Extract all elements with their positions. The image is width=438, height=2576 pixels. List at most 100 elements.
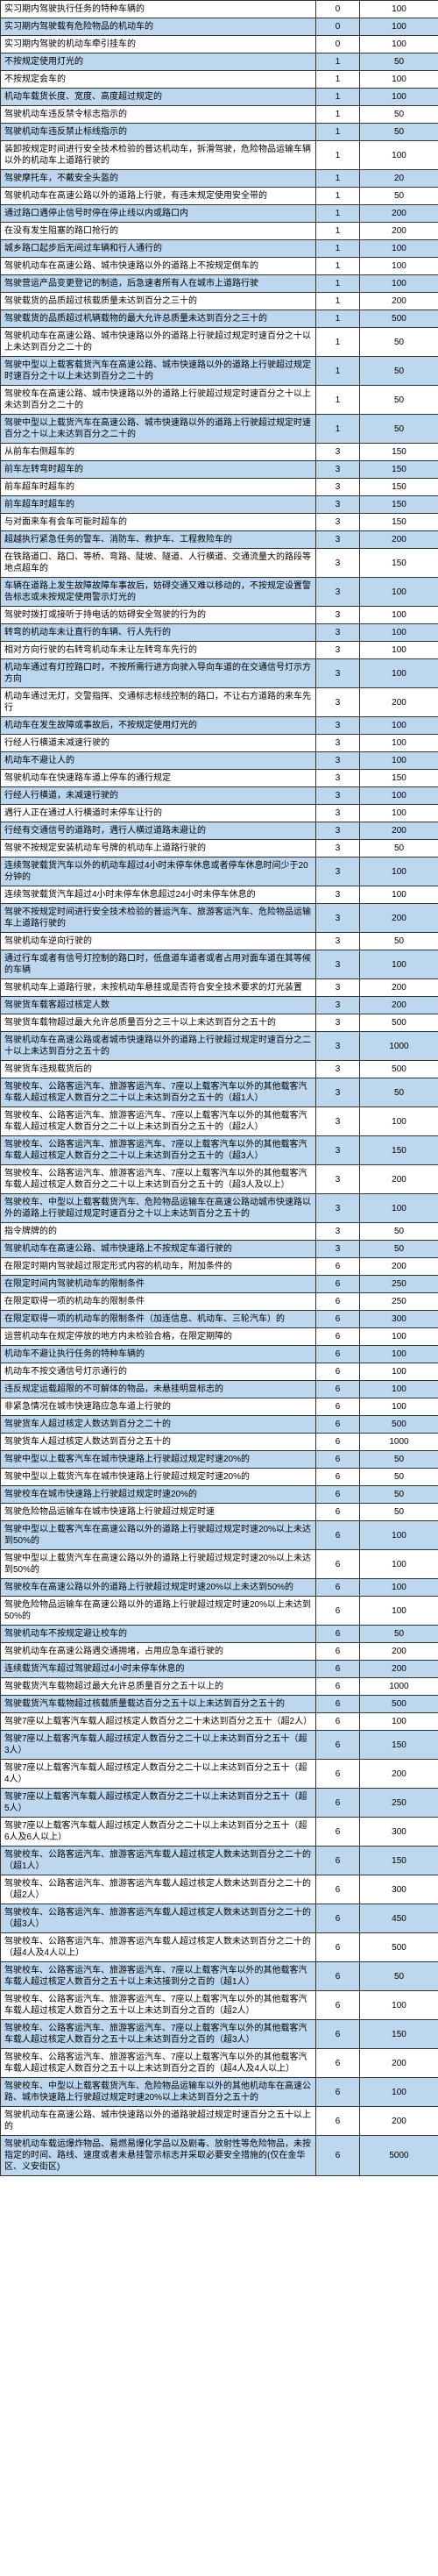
penalty-points: 3 [316,770,360,787]
table-row: 驾驶机动车不按规定避让校车的650 [1,1626,438,1643]
violation-description: 驾驶中型以上载客汽车在城市快速路上行驶超过规定时速20%的 [1,1451,316,1469]
table-row: 驾驶7座以上载客汽车载人超过核定人数百分之二十以上未达到百分之五十（超3人）61… [1,1731,438,1760]
fine-amount: 50 [360,53,438,71]
violation-description: 指令牌牌的的 [1,1223,316,1241]
fine-amount: 450 [360,1904,438,1933]
fine-amount: 100 [360,1579,438,1597]
fine-amount: 200 [360,979,438,997]
violation-description: 驾驶机动车逆向行驶的 [1,933,316,950]
violation-description: 驾驶机动车上道路行驶，未按机动车悬挂或是否符合安全技术要求的灯光装置 [1,979,316,997]
penalty-points: 3 [316,904,360,933]
table-row: 连续载货汽车超过驾驶超过4小时未停车休息的6200 [1,1661,438,1678]
table-row: 在限定取得一项的机动车的限制条件6250 [1,1293,438,1311]
fine-amount: 150 [360,1847,438,1875]
table-row: 机动车在发生故障或事故后，不按规定使用灯光的3100 [1,717,438,735]
table-row: 驾驶摩托车，不戴安全头盔的120 [1,170,438,188]
violation-description: 驾驶机动车违反禁止标线指示的 [1,124,316,141]
violation-description: 驾驶机动车在高速公路、城市快速路以外的道路上行驶超过规定时速百分之十以上未达到百… [1,328,316,357]
violation-description: 驾驶校车、公路客运汽车、旅游客运汽车载人超过核定人数未达到百分之二十的（超1人） [1,1847,316,1875]
fine-amount: 100 [360,1328,438,1346]
table-row: 机动车不避让人的3100 [1,752,438,770]
penalty-points: 6 [316,1847,360,1875]
violation-description: 驾驶货车违规载货后的 [1,1061,316,1078]
fine-amount: 50 [360,933,438,950]
table-row: 非紧急情况在城市快速路应急车道上行驶的6100 [1,1398,438,1416]
fine-amount: 150 [360,479,438,496]
violation-description: 驾驶机动车不按规定避让校车的 [1,1626,316,1643]
fine-amount: 1000 [360,1032,438,1061]
penalty-points: 3 [316,607,360,624]
violation-description: 驾驶校车在高速公路、城市快速路以外的道路上行驶超过规定时速百分之十以上未达到百分… [1,386,316,415]
table-row: 驾驶校车、公路客运汽车、旅游客运汽车、7座以上载客汽车以外的其他载客汽车载人超过… [1,2020,438,2049]
fine-amount: 100 [360,18,438,36]
violation-description: 驾驶货车人超过核定人数达到百分之二十的 [1,1416,316,1434]
penalty-points: 6 [316,1504,360,1521]
penalty-points: 3 [316,1136,360,1165]
penalty-points: 6 [316,1626,360,1643]
table-row: 机动车不按交通信号灯示通行的6100 [1,1363,438,1381]
table-row: 驾驶货车载物超过最大允许总质量百分之三十以上未达到百分之五十的3500 [1,1014,438,1032]
fine-amount: 200 [360,822,438,840]
table-row: 驾驶校车、公路客运汽车、旅游客运汽车载人超过核定人数未达到百分之二十的（超3人）… [1,1904,438,1933]
penalty-points: 6 [316,1760,360,1789]
table-row: 驾驶机动车在高速公路、城市快速路以外的道路驶超过规定时速百分之五十以上的6200 [1,2107,438,2136]
penalty-points: 1 [316,71,360,89]
fine-amount: 150 [360,496,438,514]
table-row: 驾驶货车人超过核定人数达到百分之五十的61000 [1,1434,438,1451]
violation-description: 驾驶校车、公路客运汽车、旅游客运汽车、7座以上载客汽车以外的其他载客汽车载人超过… [1,1991,316,2020]
table-row: 运营机动车在规定停放的地方内未检验合格，在限定期障的6100 [1,1328,438,1346]
penalty-points: 3 [316,1107,360,1136]
violation-description: 城乡路口起步后无间过车辆和行人通行的 [1,240,316,258]
table-row: 相对方向行驶的右转弯机动车未让左转弯车先行的3100 [1,642,438,659]
penalty-points: 6 [316,1398,360,1416]
penalty-points: 3 [316,717,360,735]
violation-description: 驾驶时拨打或接听于持电话的妨碍安全驾驶的行为的 [1,607,316,624]
table-row: 驾驶机动车在高速公路、城市快速路上不按规定车道行驶的350 [1,1241,438,1258]
table-row: 在限定时间内驾驶机动车的限制条件6250 [1,1276,438,1293]
penalty-points: 3 [316,1061,360,1078]
penalty-points: 3 [316,461,360,479]
penalty-points: 6 [316,1346,360,1363]
violation-description: 前车超车时超车的 [1,496,316,514]
fine-amount: 100 [360,735,438,752]
penalty-points: 6 [316,1451,360,1469]
fine-amount: 50 [360,328,438,357]
fine-amount: 50 [360,1962,438,1991]
fine-amount: 50 [360,106,438,124]
fine-amount: 150 [360,2020,438,2049]
penalty-points: 6 [316,2078,360,2107]
penalty-points: 1 [316,386,360,415]
fine-amount: 250 [360,1276,438,1293]
fine-amount: 500 [360,1061,438,1078]
violation-description: 车辆在道路上发生故障故障车事故后，妨碍交通又难以移动的，不按规定设置警告标志或未… [1,578,316,607]
fine-amount: 50 [360,1486,438,1504]
violation-description: 驾驶中型以上载货汽车在城市快速路上行驶超过规定时速20%的 [1,1469,316,1486]
penalty-points: 3 [316,1032,360,1061]
table-row: 驾驶不按规定时间进行安全技术检验的普运汽车、旅游客运汽车、危险物品运输车上道路行… [1,904,438,933]
penalty-points: 6 [316,1597,360,1626]
violation-description: 驾驶7座以上载客汽车载人超过核定人数百分之二十以上未达到百分之五十（超3人） [1,1731,316,1760]
penalty-points: 3 [316,997,360,1014]
penalty-points: 6 [316,1579,360,1597]
table-row: 在铁路道口、路口、等桥、弯路、陡坡、隧道、人行横道、交通流量大的路段等地点超车的… [1,549,438,578]
violation-description: 驾驶校车、公路客运汽车、旅游客运汽车载人超过核定人数未达到百分之二十的（超2人） [1,1875,316,1904]
fine-amount: 50 [360,415,438,444]
fine-amount: 100 [360,1521,438,1550]
penalty-points: 3 [316,805,360,822]
fine-amount: 50 [360,188,438,205]
table-row: 驾驶校车、中型以上载客载货汽车、危险物品运输车以外的其他机动车在高速公路、城市快… [1,2078,438,2107]
table-row: 驾驶载货汽车载物超过最大允许总质量百分之五十以上的61000 [1,1678,438,1696]
violation-description: 驾驶摩托车，不戴安全头盔的 [1,170,316,188]
violation-description: 驾驶机动车在高速公路遇交通拥堵，占用应急车道行驶的 [1,1643,316,1661]
table-row: 指令牌牌的的350 [1,1223,438,1241]
fine-amount: 100 [360,275,438,293]
violation-description: 驾驶货车载物超过最大允许总质量百分之三十以上未达到百分之五十的 [1,1014,316,1032]
violation-description: 从前车右侧超车的 [1,444,316,461]
table-row: 驾驶机动车在高速公路或者城市快速路以外的道路上行驶超过规定时速百分之二十以上未达… [1,1032,438,1061]
penalty-points: 6 [316,1550,360,1579]
violation-description: 相对方向行驶的右转弯机动车未让左转弯车先行的 [1,642,316,659]
penalty-points: 0 [316,18,360,36]
fine-amount: 100 [360,258,438,275]
penalty-points: 6 [316,1293,360,1311]
violation-description: 驾驶校车、公路客运汽车、旅游客运汽车载人超过核定人数未达到百分之二十的（超4人及… [1,1933,316,1962]
